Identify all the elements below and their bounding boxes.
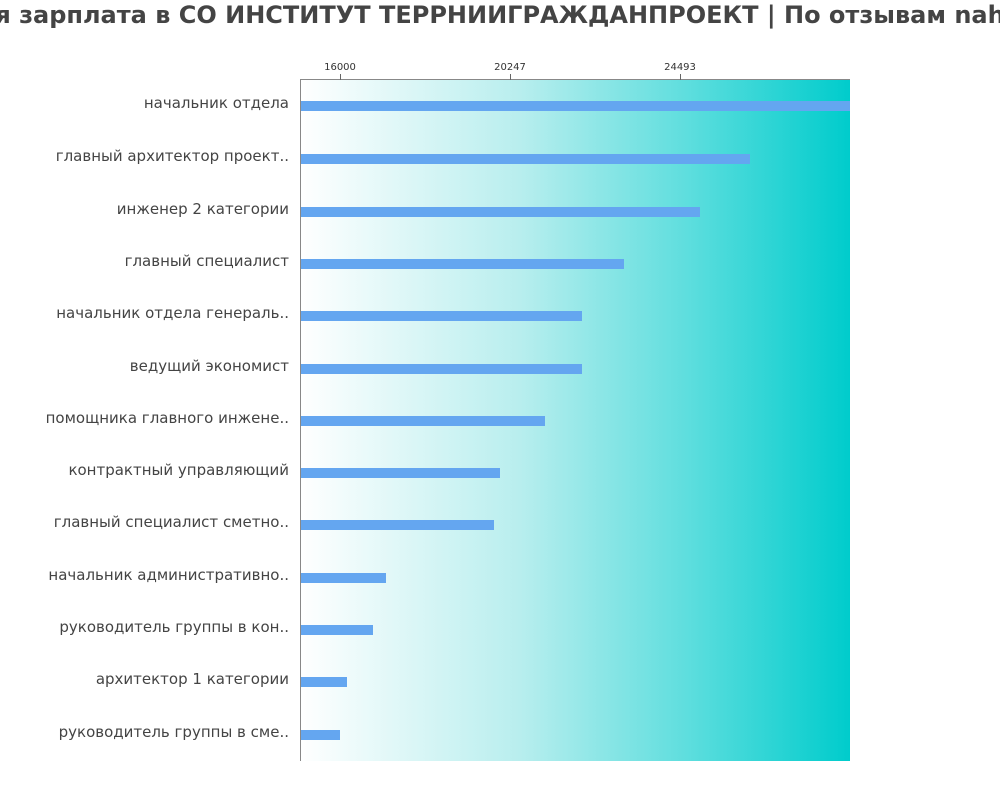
category-label: начальник отдела — [143, 94, 289, 112]
salary-bar — [301, 520, 494, 530]
category-label: начальник административно.. — [48, 566, 289, 584]
salary-bar — [301, 311, 582, 321]
salary-bar — [301, 730, 340, 740]
x-axis-line — [300, 79, 850, 80]
category-label: ведущий экономист — [129, 357, 289, 375]
salary-bar — [301, 364, 582, 374]
category-label: начальник отдела генераль.. — [56, 304, 289, 322]
category-label: главный специалист — [124, 252, 289, 270]
salary-bar — [301, 625, 373, 635]
salary-bar — [301, 416, 545, 426]
x-tick-mark — [340, 74, 341, 80]
x-tick-label: 16000 — [324, 62, 356, 73]
salary-bar — [301, 154, 750, 164]
salary-bar — [301, 207, 700, 217]
category-label: архитектор 1 категории — [95, 670, 289, 688]
salary-bar — [301, 101, 850, 111]
category-label: инженер 2 категории — [116, 200, 289, 218]
category-label: главный специалист сметно.. — [53, 513, 289, 531]
category-label: помощника главного инжене.. — [45, 409, 289, 427]
y-axis-line — [300, 80, 301, 761]
salary-bar — [301, 259, 624, 269]
category-label: главный архитектор проект.. — [55, 147, 289, 165]
x-tick-mark — [680, 74, 681, 80]
salary-bar — [301, 677, 347, 687]
salary-bar — [301, 468, 500, 478]
category-label: контрактный управляющий — [68, 461, 289, 479]
chart-title: я зарплата в СО ИНСТИТУТ ТЕРРНИИГРАЖДАНП… — [0, 1, 1000, 29]
x-tick-label: 24493 — [664, 62, 696, 73]
category-label: руководитель группы в сме.. — [58, 723, 289, 741]
x-tick-label: 20247 — [494, 62, 526, 73]
category-label: руководитель группы в кон.. — [59, 618, 289, 636]
x-tick-mark — [510, 74, 511, 80]
salary-bar — [301, 573, 386, 583]
